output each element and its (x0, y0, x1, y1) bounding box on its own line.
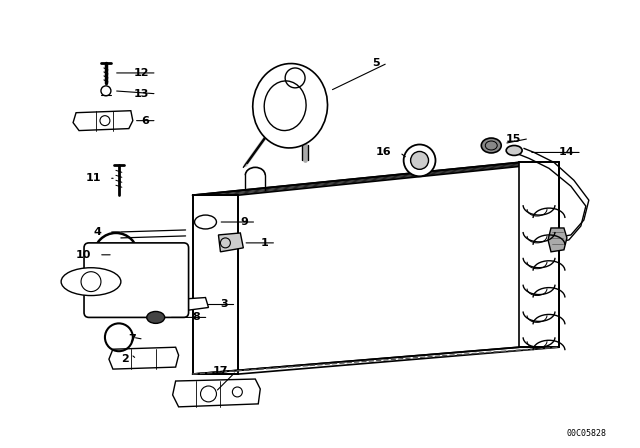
Text: 15: 15 (506, 134, 521, 143)
Polygon shape (193, 195, 238, 374)
Text: 10: 10 (76, 250, 91, 260)
Ellipse shape (481, 138, 501, 153)
Polygon shape (193, 347, 559, 374)
Polygon shape (548, 228, 567, 252)
Ellipse shape (253, 64, 328, 148)
FancyBboxPatch shape (84, 243, 189, 318)
Text: 12: 12 (133, 68, 148, 78)
Polygon shape (109, 347, 179, 369)
Text: 9: 9 (241, 217, 248, 227)
Polygon shape (519, 162, 559, 347)
Text: 7: 7 (128, 334, 136, 344)
Text: 00C05828: 00C05828 (567, 429, 607, 438)
Polygon shape (193, 162, 559, 195)
Text: 1: 1 (260, 238, 268, 248)
Circle shape (404, 145, 435, 177)
Polygon shape (173, 379, 260, 407)
Text: 8: 8 (193, 312, 200, 323)
Text: 3: 3 (221, 300, 228, 310)
Text: 11: 11 (86, 173, 101, 183)
Polygon shape (175, 297, 209, 311)
Text: 16: 16 (376, 147, 392, 157)
Circle shape (411, 151, 429, 169)
Text: 4: 4 (93, 227, 101, 237)
Ellipse shape (506, 146, 522, 155)
Text: 17: 17 (213, 366, 228, 376)
Polygon shape (73, 111, 133, 130)
Text: 2: 2 (121, 354, 129, 364)
Text: 13: 13 (133, 89, 148, 99)
Text: 14: 14 (558, 147, 574, 157)
Text: 5: 5 (372, 58, 380, 68)
Ellipse shape (147, 311, 164, 323)
Ellipse shape (61, 268, 121, 296)
Text: 6: 6 (141, 116, 148, 125)
Polygon shape (218, 233, 243, 252)
